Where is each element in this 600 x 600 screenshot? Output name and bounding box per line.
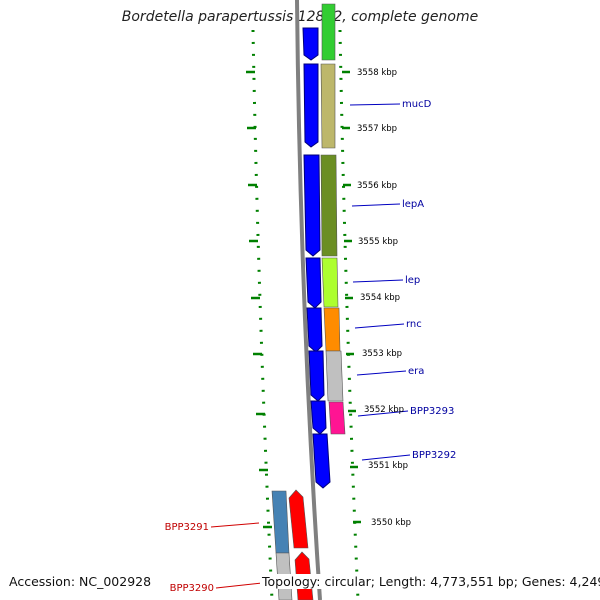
- minus-label-leaders: [210, 522, 263, 589]
- genome-backbone: [295, 0, 322, 600]
- plus-label-leaders: [349, 103, 411, 461]
- gene-label[interactable]: mucD: [402, 99, 432, 110]
- gene-block[interactable]: [325, 350, 344, 402]
- gene-block[interactable]: [323, 307, 341, 352]
- plus-strand-cds[interactable]: [302, 27, 331, 489]
- gene-block[interactable]: [271, 490, 290, 554]
- tick-label: 3555 kbp: [358, 237, 398, 247]
- gene-label[interactable]: BPP3290: [170, 583, 214, 594]
- tick-label: 3556 kbp: [357, 181, 397, 191]
- gene-block[interactable]: [321, 257, 339, 308]
- cds-arrow[interactable]: [308, 350, 325, 402]
- plus-strand-genes[interactable]: [320, 3, 346, 435]
- tick-label: 3550 kbp: [371, 518, 411, 528]
- gene-label[interactable]: BPP3293: [410, 406, 454, 417]
- gene-block[interactable]: [320, 63, 336, 149]
- gene-block[interactable]: [321, 3, 336, 61]
- cds-arrow[interactable]: [303, 154, 321, 257]
- dotted-ring-right: [338, 29, 360, 600]
- tick-label: 3554 kbp: [360, 293, 400, 303]
- tick-label: 3557 kbp: [357, 124, 397, 134]
- topology-text: Topology: circular; Length: 4,773,551 bp…: [260, 574, 600, 589]
- gene-block[interactable]: [320, 154, 338, 257]
- gene-label[interactable]: BPP3291: [165, 522, 209, 533]
- outer-tick-marks: [246, 70, 272, 529]
- gene-label[interactable]: rnc: [406, 319, 422, 330]
- cds-arrow[interactable]: [288, 489, 309, 549]
- cds-arrow[interactable]: [303, 63, 319, 148]
- map-title: Bordetella parapertussis 12822, complete…: [121, 9, 479, 25]
- ruler-labels: 3558 kbp 3557 kbp 3556 kbp 3555 kbp 3554…: [357, 68, 411, 528]
- inner-tick-marks: [342, 70, 361, 524]
- gene-block[interactable]: [328, 401, 346, 435]
- cds-arrow[interactable]: [306, 307, 323, 353]
- gene-label[interactable]: BPP3292: [412, 450, 456, 461]
- dotted-ring-left: [251, 29, 274, 600]
- tick-label: 3551 kbp: [368, 461, 408, 471]
- gene-label[interactable]: lepA: [402, 199, 424, 210]
- gene-label[interactable]: lep: [405, 275, 420, 286]
- gene-label[interactable]: era: [408, 366, 424, 377]
- tick-label: 3558 kbp: [357, 68, 397, 78]
- accession-text: Accession: NC_002928: [9, 574, 152, 589]
- cds-arrow[interactable]: [302, 27, 319, 61]
- cds-arrow[interactable]: [305, 257, 322, 309]
- tick-label: 3552 kbp: [364, 405, 404, 415]
- plus-gene-labels: mucD lepA lep rnc era BPP3293 BPP3292: [402, 99, 456, 461]
- cds-arrow[interactable]: [310, 400, 327, 435]
- cds-arrow[interactable]: [312, 433, 331, 489]
- tick-label: 3553 kbp: [362, 349, 402, 359]
- minus-gene-labels: BPP3291 BPP3290: [165, 522, 214, 594]
